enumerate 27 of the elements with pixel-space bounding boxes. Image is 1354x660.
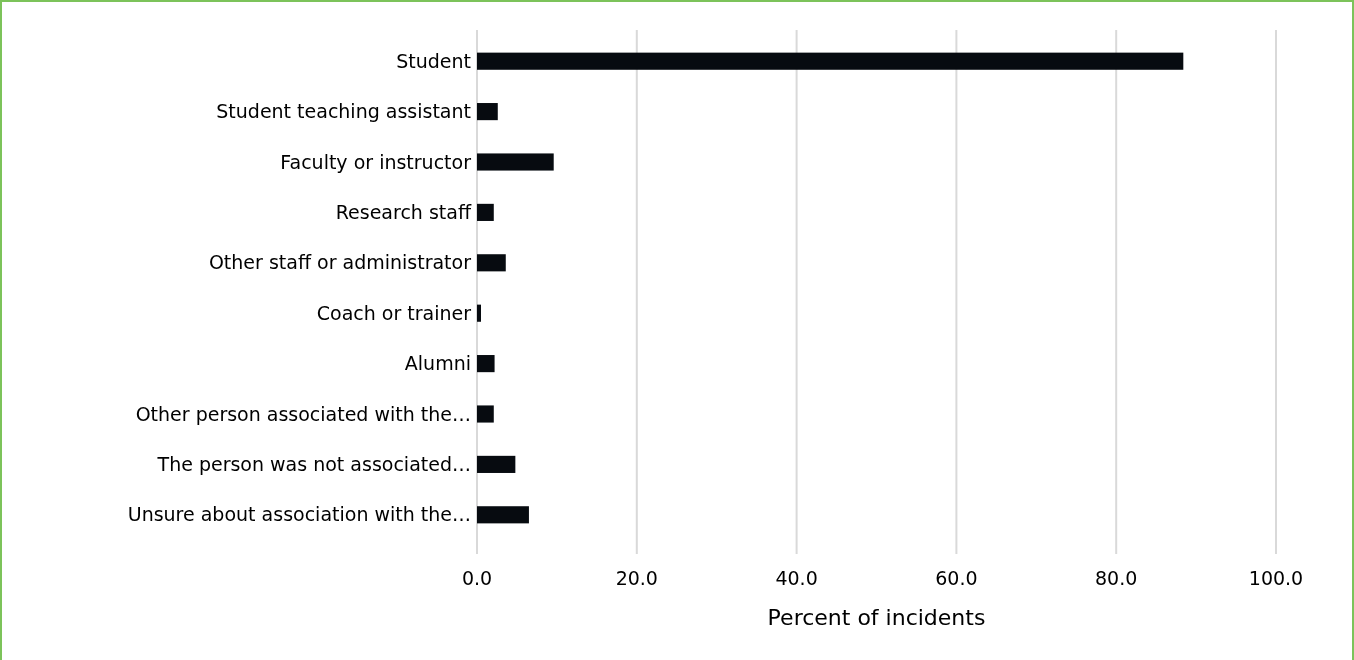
x-tick-label: 20.0 [615, 567, 658, 589]
bar [477, 304, 481, 322]
x-tick-label: 40.0 [775, 567, 818, 589]
bar [477, 52, 1184, 70]
bar [477, 355, 495, 373]
y-tick-label: Faculty or instructor [280, 150, 472, 173]
y-tick-label: Student [396, 49, 471, 72]
y-tick-label: Alumni [404, 352, 471, 375]
y-tick-label: Student teaching assistant [216, 100, 471, 123]
bar [477, 506, 529, 524]
bar [477, 153, 554, 171]
x-tick-label: 80.0 [1095, 567, 1138, 589]
y-tick-label: Coach or trainer [316, 301, 472, 324]
x-tick-label: 100.0 [1248, 567, 1304, 589]
bar [477, 103, 498, 121]
x-tick-label: 60.0 [935, 567, 978, 589]
y-tick-label: Other person associated with the… [135, 402, 471, 425]
y-tick-label: Other staff or administrator [208, 251, 472, 274]
y-tick-label: Unsure about association with the… [127, 503, 471, 526]
x-axis-title: Percent of incidents [767, 605, 986, 630]
bar [477, 254, 506, 272]
bar [477, 405, 494, 423]
bar [477, 455, 516, 473]
bar [477, 203, 494, 221]
y-tick-label: The person was not associated… [156, 453, 471, 476]
y-tick-label: Research staff [335, 201, 472, 224]
x-tick-label: 0.0 [461, 567, 493, 589]
